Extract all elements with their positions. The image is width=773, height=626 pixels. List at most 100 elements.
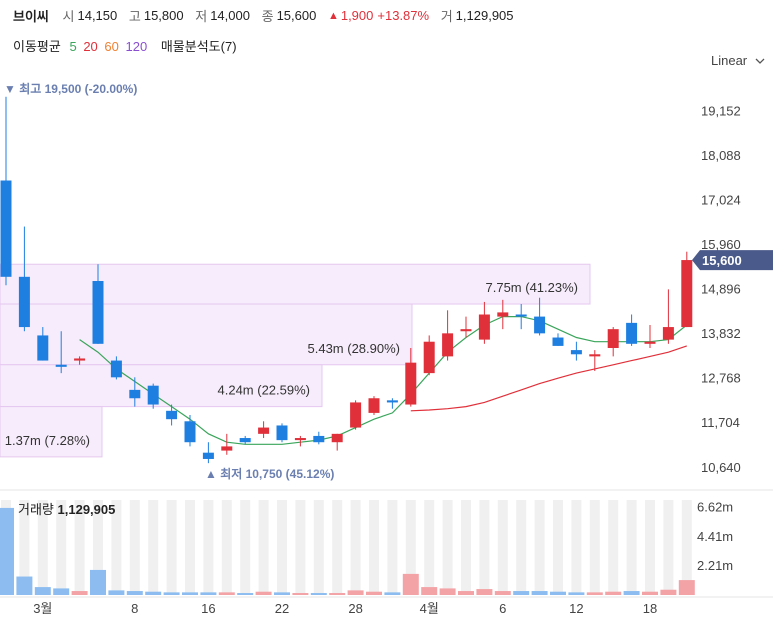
candle[interactable] [258,427,270,434]
volume-profile-zone [0,406,103,458]
volume-bar[interactable] [90,569,106,595]
volume-bar[interactable] [347,590,364,595]
candle[interactable] [0,180,12,277]
candle[interactable] [313,435,325,443]
candle[interactable] [92,281,104,344]
volume-bar[interactable] [292,593,309,595]
current-price-label: 15,600 [702,253,742,268]
candle[interactable] [368,398,380,413]
candle[interactable] [386,400,398,403]
candle[interactable] [662,327,674,340]
volume-bar[interactable] [274,592,290,595]
current-price-tag [692,250,773,271]
candle[interactable] [74,358,86,361]
volume-bar[interactable] [255,591,272,595]
candle[interactable] [552,337,564,346]
high-label: 고 [128,9,141,24]
volume-bar[interactable] [531,591,548,595]
volume-profile-label[interactable]: 매물분석도(7) [160,39,237,54]
candle[interactable] [626,322,638,344]
candle[interactable] [497,312,509,317]
volume-bar[interactable] [182,592,198,595]
close-value: 15,600 [276,8,317,23]
candle[interactable] [37,335,49,361]
x-axis-label: 16 [201,601,215,616]
candle[interactable] [589,354,601,357]
volume-bar[interactable] [402,573,419,595]
volume-bar[interactable] [310,593,327,595]
x-axis-label: 22 [275,601,289,616]
volume-bar[interactable] [34,587,51,595]
volume-bar[interactable] [550,591,566,595]
candle[interactable] [276,425,288,441]
candle[interactable] [294,438,306,441]
volume-bar[interactable] [605,591,622,595]
volume-axis-label: 4.41m [697,529,733,544]
volume-bar[interactable] [218,592,235,595]
volume-bar[interactable] [163,592,180,595]
volume-bar[interactable] [513,591,530,595]
volume-bar[interactable] [494,591,511,595]
candle[interactable] [18,276,30,328]
volume-bar[interactable] [329,593,346,595]
candle[interactable] [405,362,417,405]
volume-title-label: 거래량 [18,502,54,517]
candle[interactable] [423,341,435,374]
volume-bar[interactable] [237,593,254,595]
candle[interactable] [110,360,122,378]
candle[interactable] [515,314,527,317]
candle[interactable] [147,385,159,405]
volume-bar[interactable] [0,507,14,595]
candle[interactable] [681,260,693,328]
ma5-label: 5 [69,39,77,54]
volume-bar[interactable] [16,576,33,595]
volume-bar[interactable] [642,591,658,595]
volume-bar[interactable] [53,588,70,595]
candle[interactable] [460,329,472,332]
volume-bar[interactable] [458,591,474,595]
volume-title: 거래량 1,129,905 [18,499,115,518]
candle[interactable] [478,314,490,340]
candle[interactable] [202,452,214,459]
candle[interactable] [644,341,656,344]
x-axis-label: 8 [131,601,138,616]
price-axis-label: 11,704 [701,415,740,430]
price-header: 브이씨 시 14,150 고 15,800 저 14,000 종 15,600 ▲ 1,9… [13,6,522,24]
candle[interactable] [534,316,546,334]
candle[interactable] [184,421,196,443]
price-axis-label: 15,960 [701,237,741,252]
volume-bar[interactable] [200,592,217,595]
volume-profile-zone [0,303,413,366]
volume-bar[interactable] [366,591,382,595]
candle[interactable] [129,389,141,399]
volume-bar[interactable] [439,588,456,595]
volume-bar[interactable] [145,591,162,595]
candle[interactable] [55,364,67,367]
candle[interactable] [221,446,233,451]
volume-bar[interactable] [678,580,695,595]
volume-profile-label: 1.37m (7.28%) [5,433,90,448]
volume-bar[interactable] [126,591,143,595]
candle[interactable] [570,350,582,355]
moving-average-legend[interactable]: 이동평균 5 20 60 120 매물분석도(7) [13,36,242,55]
candle[interactable] [350,402,362,428]
candle[interactable] [607,329,619,348]
volume-value: 1,129,905 [455,8,514,23]
volume-bar[interactable] [384,592,401,595]
volume-bar[interactable] [586,592,603,595]
volume-bar[interactable] [568,592,585,595]
volume-bar[interactable] [623,591,640,595]
scale-selector[interactable]: Linear [711,53,765,68]
volume-bar[interactable] [108,590,125,595]
volume-bar[interactable] [476,589,493,595]
candle[interactable] [239,438,251,443]
ma-label: 이동평균 [13,39,61,54]
volume-bar[interactable] [660,589,677,595]
candle[interactable] [166,410,178,420]
candle[interactable] [331,433,343,443]
volume-bar[interactable] [71,591,88,595]
chevron-down-icon [755,58,765,64]
candle[interactable] [442,333,454,357]
volume-bar[interactable] [421,587,438,595]
